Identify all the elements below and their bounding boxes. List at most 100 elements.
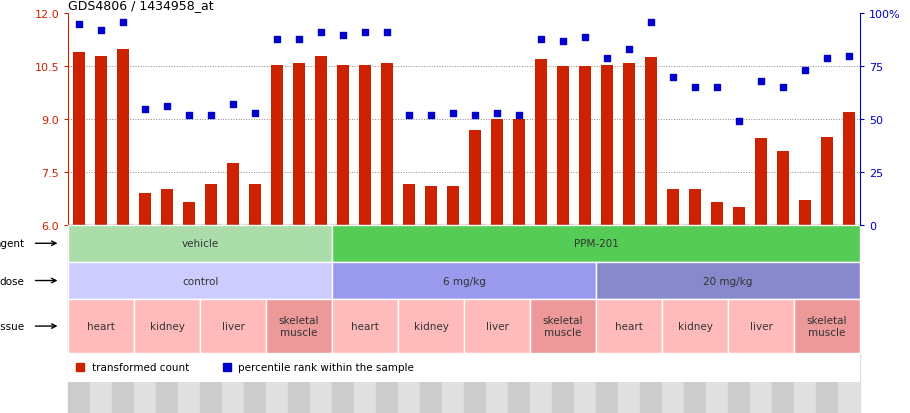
Bar — [596, 225, 618, 413]
Point — [798, 68, 813, 75]
Bar — [557, 67, 569, 225]
Bar — [90, 225, 112, 413]
Point — [578, 34, 592, 41]
Point — [292, 36, 307, 43]
Bar — [266, 225, 288, 413]
Bar — [486, 225, 508, 413]
Text: GDS4806 / 1434958_at: GDS4806 / 1434958_at — [68, 0, 214, 12]
Bar — [733, 208, 745, 225]
Text: liver: liver — [222, 321, 245, 331]
Bar — [821, 138, 833, 225]
Bar — [332, 225, 354, 413]
Bar — [266, 299, 332, 353]
Text: skeletal
muscle: skeletal muscle — [806, 316, 847, 337]
Point — [116, 19, 130, 26]
Bar — [376, 225, 398, 413]
Bar — [425, 187, 437, 225]
Bar — [420, 225, 442, 413]
Text: 6 mg/kg: 6 mg/kg — [442, 276, 486, 286]
Point — [94, 28, 108, 35]
Point — [248, 110, 262, 117]
Point — [446, 110, 460, 117]
Bar — [662, 225, 684, 413]
Bar — [684, 225, 706, 413]
Bar — [398, 299, 464, 353]
Point — [842, 53, 856, 60]
Bar — [398, 225, 420, 413]
Bar — [381, 64, 393, 225]
Bar — [359, 65, 371, 225]
Bar — [332, 225, 860, 262]
Point — [379, 30, 394, 37]
Bar — [205, 185, 217, 225]
Bar — [618, 225, 640, 413]
Bar — [508, 225, 530, 413]
Text: agent: agent — [0, 239, 25, 249]
Bar — [574, 225, 596, 413]
Bar — [293, 64, 305, 225]
Point — [468, 112, 482, 119]
Bar — [596, 262, 860, 299]
Bar — [271, 65, 283, 225]
Bar — [843, 113, 855, 225]
Bar — [799, 201, 811, 225]
Bar — [332, 299, 399, 353]
Bar — [200, 299, 266, 353]
Bar — [68, 262, 332, 299]
Point — [600, 55, 614, 62]
Text: kidney: kidney — [678, 321, 713, 331]
Text: vehicle: vehicle — [182, 239, 218, 249]
Bar — [178, 225, 200, 413]
Bar — [750, 225, 772, 413]
Bar — [332, 262, 596, 299]
Bar — [667, 190, 679, 225]
Bar — [535, 60, 547, 225]
Bar — [337, 65, 349, 225]
Bar — [601, 65, 613, 225]
Bar — [645, 58, 657, 225]
Point — [226, 102, 240, 108]
Bar — [157, 225, 178, 413]
Bar — [68, 225, 332, 262]
Bar — [689, 190, 701, 225]
Bar — [222, 225, 244, 413]
Bar — [777, 152, 789, 225]
Point — [556, 38, 571, 45]
Point — [643, 19, 658, 26]
Point — [534, 36, 549, 43]
Bar — [838, 225, 860, 413]
Bar — [662, 299, 728, 353]
Text: percentile rank within the sample: percentile rank within the sample — [238, 363, 414, 373]
Bar — [117, 50, 129, 225]
Bar — [68, 225, 90, 413]
Bar — [469, 131, 481, 225]
Bar — [596, 299, 662, 353]
Bar — [354, 225, 376, 413]
Bar — [579, 67, 592, 225]
Text: heart: heart — [615, 321, 643, 331]
Bar — [816, 225, 838, 413]
Point — [160, 104, 175, 110]
Bar — [249, 185, 261, 225]
Point — [511, 112, 526, 119]
Point — [688, 85, 703, 92]
Bar — [706, 225, 728, 413]
Bar — [73, 53, 86, 225]
Point — [753, 78, 768, 85]
Point — [490, 110, 504, 117]
Bar — [728, 225, 750, 413]
Bar — [464, 299, 530, 353]
Bar — [68, 299, 135, 353]
Bar — [711, 202, 723, 225]
Point — [710, 85, 724, 92]
Bar — [288, 225, 310, 413]
Bar — [96, 57, 107, 225]
Bar — [513, 120, 525, 225]
Bar — [135, 225, 157, 413]
Bar — [442, 225, 464, 413]
Bar — [772, 225, 794, 413]
Point — [182, 112, 197, 119]
Point — [138, 106, 153, 112]
Bar — [530, 225, 552, 413]
Bar — [228, 164, 239, 225]
